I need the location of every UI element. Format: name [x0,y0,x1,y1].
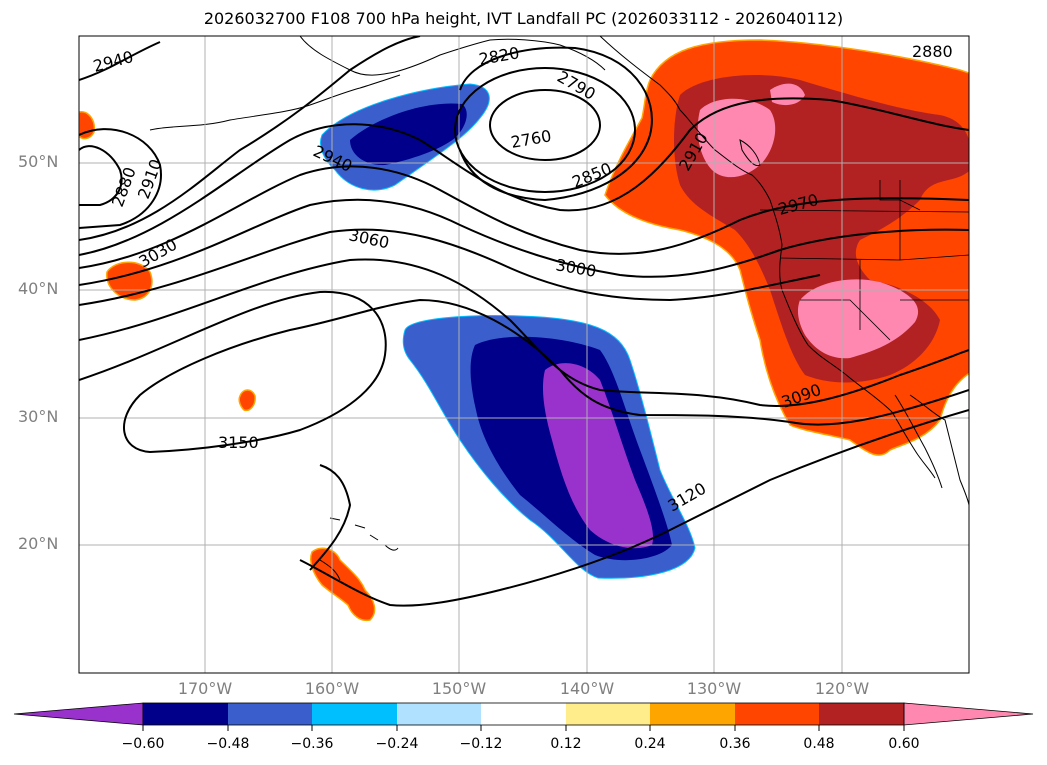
coastline-north-america [599,36,936,479]
colorbar-segment [566,703,650,725]
positive-pc-core-north [770,83,805,106]
colorbar-extend-high [903,702,1034,726]
contour-3000 [79,165,969,269]
contour-label: 3120 [665,479,710,516]
lat-label: 30°N [18,407,59,426]
plot-frame [78,35,970,674]
contour-2970 [79,97,969,256]
colorbar-segment [397,703,481,725]
lon-label: 130°W [686,679,742,698]
contour-label: 3060 [347,225,391,252]
contour-low-ring [454,67,636,193]
contour-label: 2880 [912,42,953,61]
contour-label: 2760 [509,126,552,152]
contour-3150 [299,409,969,607]
contour-3030 [79,198,969,286]
colorbar-tick-label: 0.12 [550,736,582,752]
lon-label: 160°W [304,679,360,698]
contour-3150-inner [309,464,352,571]
colorbar-outline [142,702,905,726]
height-contours [79,36,969,607]
colorbar-tick-label: 0.48 [803,736,835,752]
coastline-hawaii [319,517,399,581]
colorbar-tick-label: 0.24 [634,736,666,752]
colorbar-tick-label: −0.60 [121,736,165,752]
contour-label: 2880 [108,165,140,210]
contour-3090 [79,258,969,407]
lat-label: 20°N [18,534,59,553]
contour-label: 2820 [477,43,520,69]
colorbar-segment [143,703,228,725]
graticule [79,36,969,673]
colorbar-tick-label: −0.36 [290,736,334,752]
colorbar-tick-label: 0.36 [719,736,751,752]
colorbar-segment [819,703,904,725]
colorbar-tick-label: −0.12 [459,736,503,752]
contour-label: 3150 [218,433,259,452]
contour-label: 2940 [91,47,135,76]
colorbar-segment [228,703,312,725]
colorbar-tick-label: −0.48 [206,736,250,752]
positive-pc-blob-small [238,389,256,412]
positive-pc-blob-hawaii [310,547,376,622]
colorbar [13,702,1034,731]
contour-label: 3000 [554,255,597,281]
colorbar-segment [481,703,566,725]
colorbar-segment [312,703,397,725]
positive-pc-core-bc [697,98,776,178]
lon-label: 170°W [177,679,233,698]
lon-label: 140°W [559,679,615,698]
colorbar-extend-low [13,702,144,726]
map-title: 2026032700 F108 700 hPa height, IVT Land… [203,9,844,28]
colorbar-segment [650,703,735,725]
state-borders [759,180,969,341]
coastline-vancouver-island [739,139,761,167]
colorbar-segment [735,703,819,725]
map-plot-area: 2940 2820 2790 2880 2760 2910 2940 2880 … [79,36,969,673]
lat-label: 40°N [18,279,59,298]
contour-2910 [79,128,162,229]
negative-pc-core-central [542,363,654,549]
contour-3120 [79,290,969,454]
colorbar-tick-label: −0.24 [375,736,419,752]
colorbar-tick-label: 0.60 [888,736,920,752]
contour-2940 [79,36,421,241]
lon-label: 150°W [431,679,487,698]
contour-2880 [79,145,123,206]
contour-low-center [489,89,601,161]
contour-2850 [459,46,653,202]
lat-label: 50°N [18,152,59,171]
contour-3060 [79,228,821,306]
lon-label: 120°W [814,679,870,698]
positive-pc-blob-west-edge [79,111,96,140]
